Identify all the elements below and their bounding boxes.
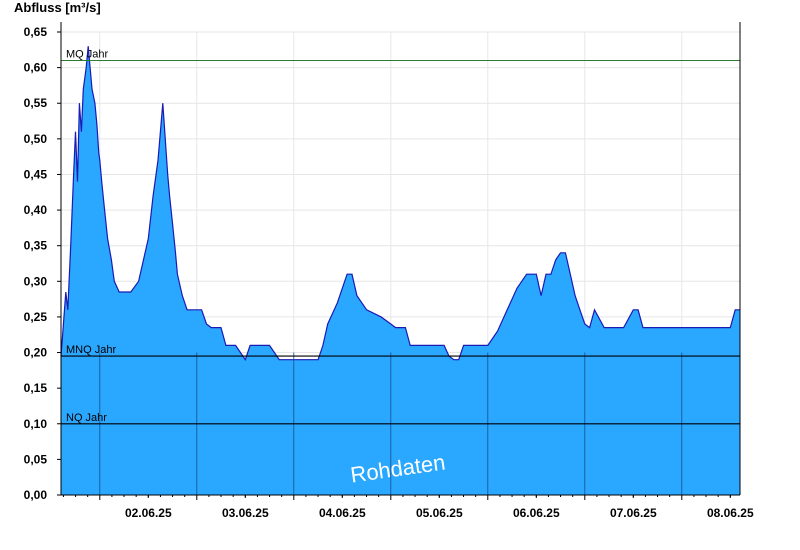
x-tick-label: 08.06.25	[707, 506, 754, 520]
x-tick-label: 06.06.25	[513, 506, 560, 520]
series-line	[60, 46, 740, 362]
reference-line-label: MQ Jahr	[66, 48, 109, 60]
y-tick-label: 0,65	[24, 25, 48, 39]
y-tick-label: 0,40	[24, 203, 48, 217]
y-tick-label: 0,20	[24, 346, 48, 360]
y-tick-label: 0,30	[24, 274, 48, 288]
y-tick-label: 0,15	[24, 381, 48, 395]
x-tick-label: 04.06.25	[319, 506, 366, 520]
x-tick-label: 02.06.25	[125, 506, 172, 520]
x-tick-label: 05.06.25	[416, 506, 463, 520]
x-tick-label: 03.06.25	[222, 506, 269, 520]
y-tick-label: 0,25	[24, 310, 48, 324]
y-tick-label: 0,60	[24, 61, 48, 75]
axes-layer: 0,00 0,05 0,10 0,15 0,20 0,25 0,30 0,35 0,40 0,45…	[24, 22, 754, 520]
y-tick-label: 0,10	[24, 417, 48, 431]
y-tick-label: 0,00	[24, 488, 48, 502]
reference-line-label: NQ Jahr	[66, 412, 107, 424]
reference-line-label: MNQ Jahr	[66, 344, 116, 356]
x-tick-label: 07.06.25	[610, 506, 657, 520]
reference-lines-layer: MQ Jahr MNQ Jahr NQ Jahr	[61, 48, 740, 425]
y-tick-label: 0,55	[24, 96, 48, 110]
y-tick-label: 0,35	[24, 239, 48, 253]
y-axis-label: Abfluss [m³/s]	[14, 0, 101, 15]
series-area	[61, 46, 740, 495]
y-tick-label: 0,45	[24, 167, 48, 181]
y-tick-label: 0,05	[24, 452, 48, 466]
y-tick-label: 0,50	[24, 132, 48, 146]
